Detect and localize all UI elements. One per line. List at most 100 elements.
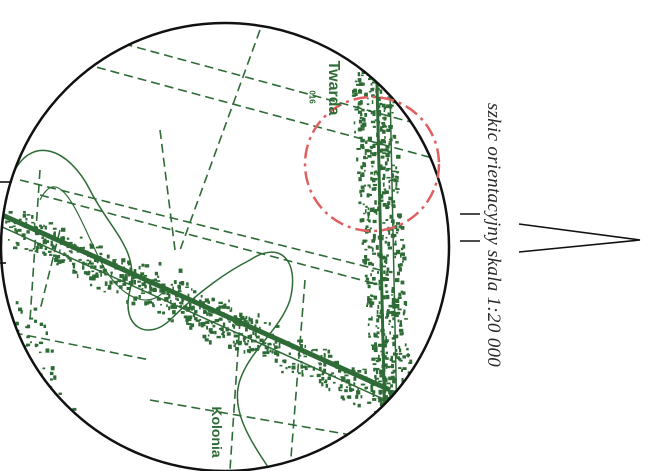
building-mark — [134, 274, 137, 279]
building-mark — [391, 310, 396, 313]
building-mark — [368, 335, 371, 338]
building-mark — [42, 239, 47, 245]
building-mark — [113, 280, 118, 284]
building-mark — [377, 383, 381, 388]
building-mark — [23, 237, 26, 240]
building-mark — [385, 148, 389, 152]
building-mark — [274, 358, 278, 363]
building-mark — [400, 239, 404, 241]
building-mark — [353, 382, 356, 387]
building-mark — [396, 228, 400, 232]
building-mark — [208, 313, 213, 317]
building-mark — [361, 189, 365, 193]
building-mark — [367, 193, 372, 196]
building-mark — [58, 423, 63, 428]
building-mark — [279, 364, 283, 367]
building-mark — [26, 230, 30, 234]
building-mark — [52, 227, 57, 230]
building-mark — [157, 310, 162, 314]
building-mark — [387, 112, 390, 116]
building-mark — [221, 332, 225, 336]
building-mark — [385, 435, 390, 439]
building-mark — [397, 271, 400, 276]
building-mark — [365, 205, 368, 208]
building-mark — [339, 384, 343, 389]
building-mark — [222, 334, 225, 338]
building-mark — [402, 244, 406, 249]
building-mark — [380, 61, 384, 66]
building-mark — [88, 260, 92, 265]
building-mark — [356, 148, 361, 150]
building-mark — [26, 343, 31, 347]
building-mark — [393, 243, 397, 246]
building-mark — [377, 271, 379, 274]
building-mark — [316, 373, 321, 378]
building-mark — [377, 304, 380, 309]
building-mark — [398, 311, 401, 315]
building-mark — [49, 371, 54, 376]
building-mark — [262, 342, 267, 345]
building-mark — [395, 314, 399, 317]
building-mark — [114, 259, 117, 261]
building-mark — [359, 189, 362, 194]
building-mark — [385, 204, 389, 210]
building-mark — [384, 278, 390, 281]
building-mark — [36, 248, 39, 253]
building-mark — [374, 442, 378, 446]
building-mark — [334, 360, 339, 365]
building-mark — [386, 313, 390, 318]
building-mark — [397, 296, 402, 299]
building-mark — [396, 352, 398, 356]
building-mark — [375, 88, 378, 93]
building-mark — [308, 365, 312, 368]
building-mark — [179, 301, 182, 304]
building-mark — [102, 269, 107, 273]
building-mark — [166, 291, 170, 296]
building-mark — [396, 440, 401, 443]
building-mark — [358, 88, 361, 92]
building-mark — [395, 222, 400, 225]
building-mark — [397, 263, 400, 268]
building-mark — [390, 83, 394, 87]
building-mark — [380, 235, 384, 237]
building-mark — [358, 201, 362, 205]
building-mark — [218, 317, 223, 321]
building-mark — [301, 370, 304, 375]
building-mark — [376, 314, 381, 317]
building-mark — [375, 210, 378, 215]
building-mark — [383, 260, 387, 263]
building-mark — [379, 102, 383, 105]
building-mark — [168, 306, 171, 311]
building-mark — [391, 444, 394, 447]
building-mark — [198, 322, 201, 327]
building-mark — [143, 277, 147, 281]
building-mark — [390, 137, 393, 142]
building-mark — [381, 191, 386, 195]
building-mark — [189, 325, 193, 330]
building-mark — [383, 449, 385, 453]
building-mark — [382, 222, 386, 224]
building-mark — [214, 319, 220, 323]
building-mark — [173, 302, 176, 307]
building-mark — [328, 373, 333, 377]
building-mark — [121, 261, 123, 265]
building-mark — [367, 245, 371, 248]
building-mark — [195, 319, 200, 322]
building-mark — [386, 447, 391, 451]
building-mark — [364, 93, 367, 97]
building-mark — [374, 378, 377, 382]
building-mark — [333, 361, 336, 366]
building-mark — [66, 237, 70, 240]
building-mark — [25, 345, 28, 347]
building-mark — [345, 379, 351, 384]
building-mark — [368, 298, 373, 301]
building-mark — [392, 352, 396, 356]
building-mark — [370, 385, 373, 390]
building-mark — [383, 364, 386, 367]
building-mark — [395, 298, 400, 303]
building-mark — [218, 301, 223, 305]
building-mark — [390, 355, 394, 360]
building-mark — [371, 66, 374, 69]
building-mark — [172, 319, 174, 323]
building-mark — [80, 247, 84, 249]
